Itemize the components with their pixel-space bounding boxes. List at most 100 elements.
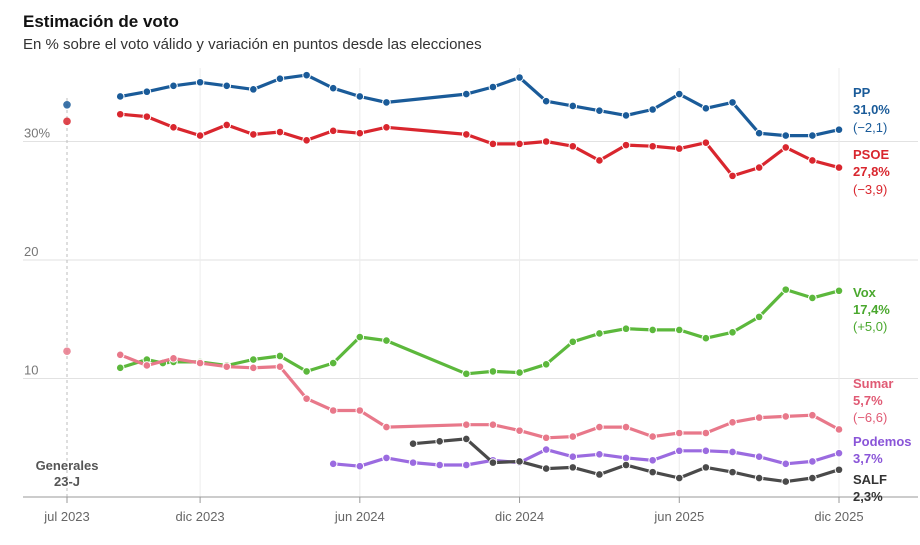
data-point-salf xyxy=(435,437,444,446)
data-point-sumar xyxy=(142,361,152,370)
data-point-vox xyxy=(249,355,258,364)
chart-subtitle: En % sobre el voto válido y variación en… xyxy=(23,36,482,53)
data-point-salf xyxy=(674,473,684,483)
data-point-podemos xyxy=(781,459,791,469)
data-point-sumar xyxy=(169,354,178,363)
x-tick-label: dic 2024 xyxy=(495,509,544,524)
series-value-pp: 31,0% xyxy=(853,102,890,117)
series-line-sumar xyxy=(118,353,841,440)
chart-title: Estimación de voto xyxy=(23,12,179,31)
data-point-vox xyxy=(382,336,391,345)
data-point-psoe xyxy=(674,144,684,153)
data-point-pp xyxy=(382,98,391,107)
data-point-psoe xyxy=(249,130,258,139)
data-point-sumar xyxy=(275,362,285,371)
data-point-vox xyxy=(328,358,338,368)
data-point-psoe xyxy=(515,139,524,149)
data-point-pp xyxy=(595,106,604,115)
data-point-pp xyxy=(648,105,657,114)
data-point-psoe xyxy=(169,122,178,132)
data-point-psoe xyxy=(728,171,737,181)
data-point-podemos xyxy=(435,460,444,470)
series-value-podemos: 3,7% xyxy=(853,451,883,466)
data-point-pp xyxy=(568,101,578,111)
series-value-psoe: 27,8% xyxy=(853,164,890,179)
data-point-salf xyxy=(621,460,631,470)
series-value-sumar: 5,7% xyxy=(853,393,883,408)
data-point-vox xyxy=(355,332,365,342)
series-label-pp: PP xyxy=(853,85,871,100)
data-point-vox xyxy=(648,325,657,335)
data-point-psoe xyxy=(541,137,551,146)
series-change-sumar: (−6,6) xyxy=(853,410,887,425)
series-value-vox: 17,4% xyxy=(853,302,890,317)
data-point-psoe xyxy=(382,122,391,132)
data-point-psoe xyxy=(302,136,311,145)
data-point-psoe xyxy=(621,140,631,150)
x-tick-label: jun 2025 xyxy=(653,509,704,524)
data-point-sumar xyxy=(328,406,338,415)
election-point-pp xyxy=(63,100,71,109)
data-point-vox xyxy=(728,327,737,337)
data-point-podemos xyxy=(408,458,418,467)
data-point-salf xyxy=(462,434,471,444)
data-point-psoe xyxy=(595,156,604,165)
data-point-pp xyxy=(674,89,684,99)
election-point-sumar xyxy=(63,347,71,356)
data-point-podemos xyxy=(462,460,471,470)
data-point-sumar xyxy=(462,420,471,430)
data-point-pp xyxy=(728,98,737,107)
data-point-psoe xyxy=(355,128,365,138)
series-line-podemos xyxy=(331,448,841,468)
data-point-vox xyxy=(595,329,604,338)
data-point-sumar xyxy=(568,432,578,441)
data-point-podemos xyxy=(728,447,737,457)
series-label-sumar: Sumar xyxy=(853,376,893,391)
data-point-salf xyxy=(488,458,498,467)
data-point-podemos xyxy=(648,455,657,465)
data-point-vox xyxy=(568,337,578,347)
data-point-sumar xyxy=(302,394,311,403)
data-point-vox xyxy=(275,351,285,361)
data-point-sumar xyxy=(621,422,631,432)
data-point-sumar xyxy=(382,422,391,432)
data-point-pp xyxy=(328,83,338,93)
data-point-podemos xyxy=(355,461,365,471)
data-point-sumar xyxy=(488,420,498,430)
data-point-pp xyxy=(541,96,551,106)
data-point-psoe xyxy=(701,138,711,147)
data-point-psoe xyxy=(275,127,285,137)
data-point-pp xyxy=(115,92,125,101)
data-point-vox xyxy=(115,363,125,373)
data-point-psoe xyxy=(142,112,152,121)
data-point-podemos xyxy=(701,446,711,456)
data-point-pp xyxy=(462,89,471,99)
data-point-psoe xyxy=(568,141,578,151)
y-tick-label: 20 xyxy=(24,244,38,259)
data-point-sumar xyxy=(222,362,232,371)
series-value-salf: 2,3% xyxy=(853,489,883,504)
data-point-sumar xyxy=(701,428,711,438)
data-point-sumar xyxy=(674,428,684,438)
data-point-psoe xyxy=(808,156,817,165)
data-point-salf xyxy=(754,473,764,483)
data-point-pp xyxy=(275,74,285,83)
data-point-salf xyxy=(834,465,844,475)
data-point-vox xyxy=(541,359,551,369)
data-point-salf xyxy=(648,467,657,477)
data-point-sumar xyxy=(515,426,524,435)
series-line-pp xyxy=(118,73,841,138)
data-point-sumar xyxy=(808,410,817,420)
election-annotation-line2: 23-J xyxy=(54,474,80,489)
data-point-sumar xyxy=(754,413,764,422)
data-point-podemos xyxy=(382,453,391,463)
data-point-psoe xyxy=(195,131,205,140)
data-point-salf xyxy=(808,473,817,483)
data-point-psoe xyxy=(115,109,125,119)
series-change-pp: (−2,1) xyxy=(853,120,887,135)
data-point-podemos xyxy=(595,450,604,459)
data-point-podemos xyxy=(754,452,764,462)
series-change-psoe: (−3,9) xyxy=(853,182,887,197)
data-point-sumar xyxy=(541,433,551,443)
